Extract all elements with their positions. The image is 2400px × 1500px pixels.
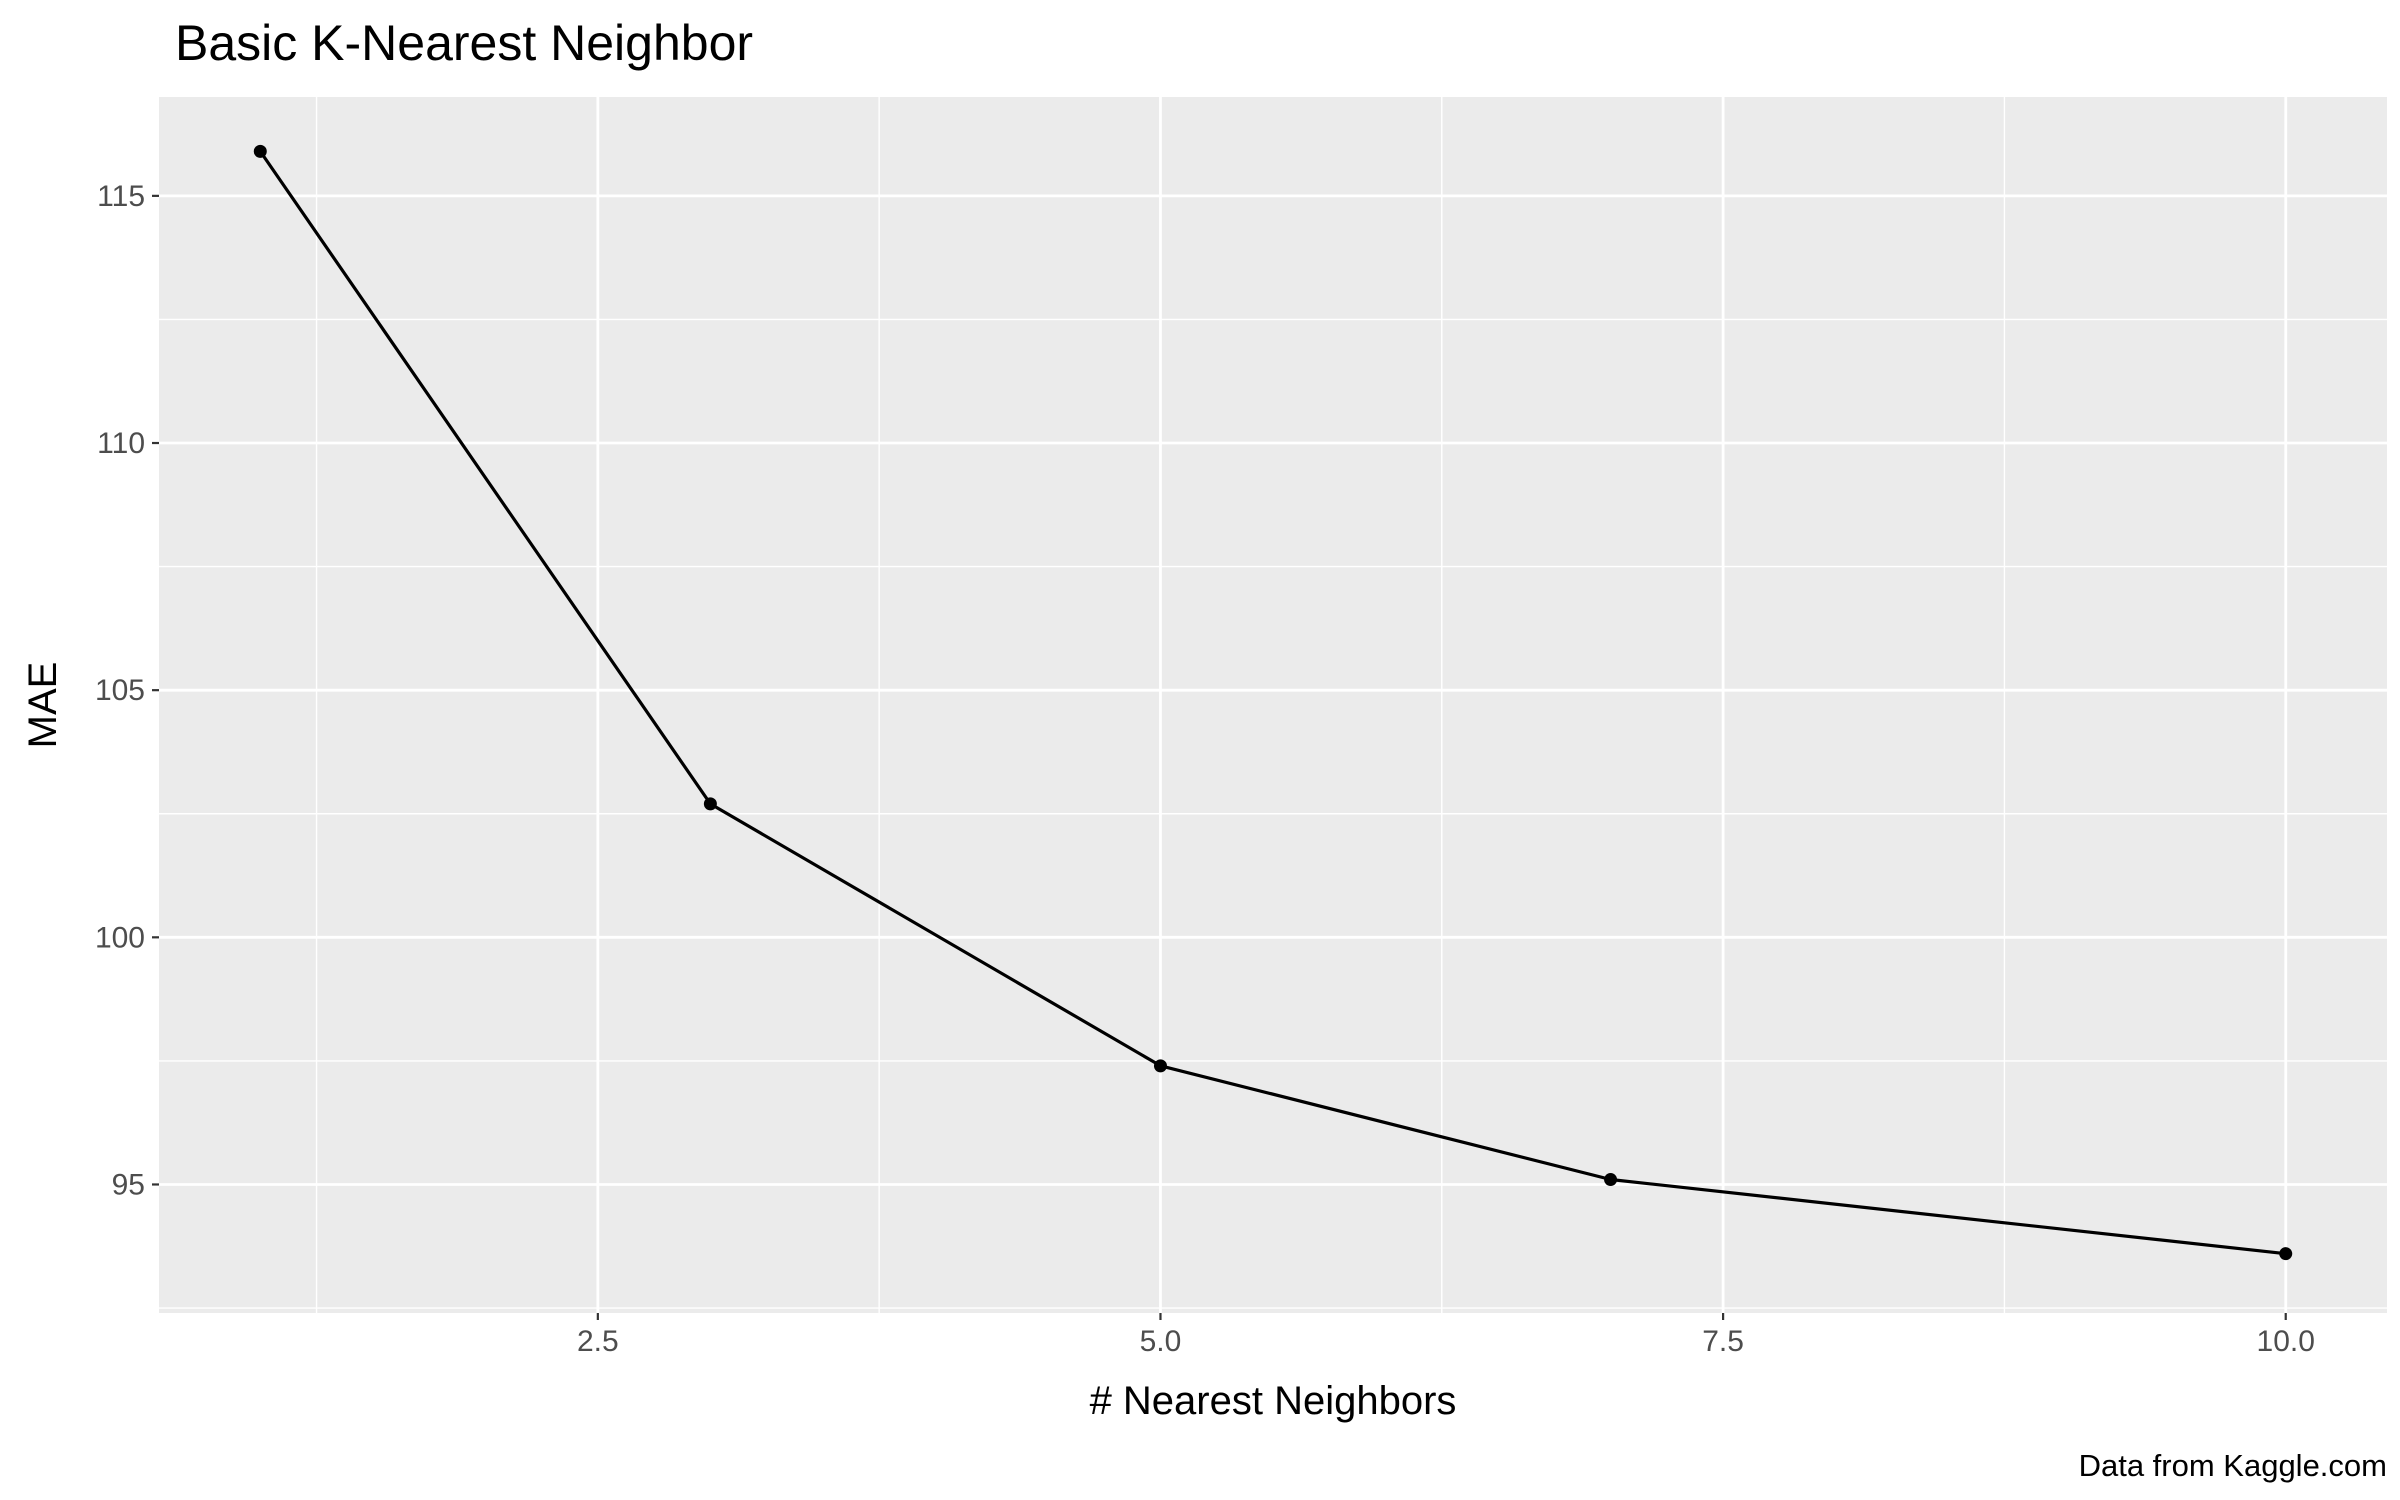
y-axis-title: MAE bbox=[21, 662, 65, 749]
y-tick-label: 115 bbox=[97, 180, 145, 213]
y-tick-label: 105 bbox=[95, 674, 145, 707]
x-tick-label: 7.5 bbox=[1702, 1325, 1744, 1358]
y-tick-label: 100 bbox=[95, 921, 145, 954]
y-tick-label: 95 bbox=[112, 1168, 145, 1201]
x-tick-label: 10.0 bbox=[2257, 1325, 2315, 1358]
y-axis-ticks: 95 100 105 110 115 bbox=[95, 180, 159, 1201]
chart-title: Basic K-Nearest Neighbor bbox=[175, 15, 753, 71]
minor-grid-x bbox=[315, 97, 2006, 1313]
plot-background bbox=[159, 97, 2387, 1313]
major-grid-y bbox=[159, 194, 2387, 1186]
x-tick-label: 2.5 bbox=[577, 1325, 619, 1358]
data-point bbox=[253, 144, 267, 158]
x-axis-title: # Nearest Neighbors bbox=[1090, 1379, 1457, 1423]
caption: Data from Kaggle.com bbox=[2079, 1448, 2387, 1483]
y-tick-label: 110 bbox=[97, 427, 145, 460]
x-tick-label: 5.0 bbox=[1140, 1325, 1182, 1358]
data-point bbox=[1153, 1059, 1167, 1073]
data-point bbox=[2279, 1247, 2293, 1261]
data-point bbox=[1604, 1173, 1618, 1187]
minor-grid-y bbox=[159, 318, 2387, 1309]
x-axis-ticks: 2.5 5.0 7.5 10.0 bbox=[577, 1313, 2315, 1358]
major-grid-x bbox=[596, 97, 2288, 1313]
data-point bbox=[703, 797, 717, 811]
points-layer bbox=[253, 144, 2293, 1261]
